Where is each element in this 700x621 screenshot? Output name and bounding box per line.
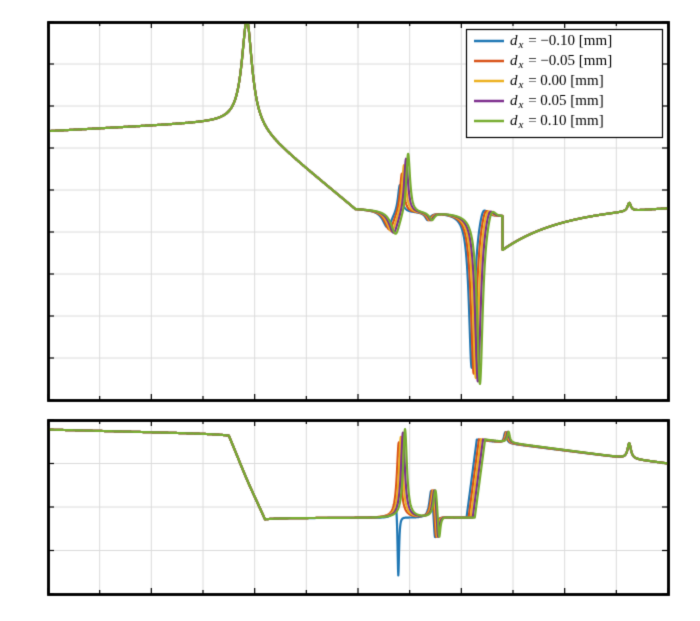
- chart-canvas: [0, 0, 700, 621]
- chart-container: [0, 0, 700, 621]
